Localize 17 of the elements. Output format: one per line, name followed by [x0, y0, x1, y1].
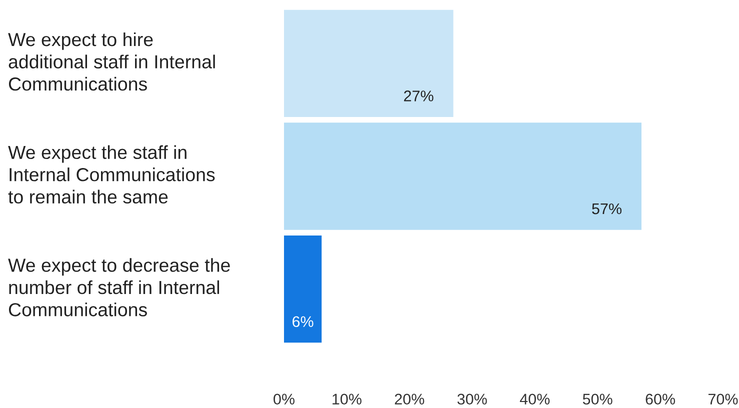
- bar: [284, 235, 322, 343]
- x-tick-label: 50%: [582, 394, 612, 405]
- x-tick-label: 60%: [646, 394, 676, 405]
- x-tick-label: 0%: [274, 394, 294, 405]
- x-tick-label: 30%: [457, 394, 487, 405]
- x-tick-label: 10%: [332, 394, 362, 405]
- y-tick-label: We expect the staff in Internal Communications to remain the same: [8, 145, 215, 204]
- data-label: 6%: [292, 316, 314, 328]
- x-tick-label: 70%: [708, 394, 738, 405]
- x-tick-label: 20%: [394, 394, 424, 405]
- data-label: 57%: [592, 203, 622, 214]
- data-label: 27%: [404, 90, 434, 102]
- bar: [284, 122, 642, 230]
- bar: [284, 10, 454, 118]
- y-tick-label: We expect to hire additional staff in Internal Communications: [8, 32, 215, 91]
- y-tick-label: We expect to decrease the number of staff in Internal Communications: [8, 258, 230, 316]
- x-tick-label: 40%: [520, 394, 550, 405]
